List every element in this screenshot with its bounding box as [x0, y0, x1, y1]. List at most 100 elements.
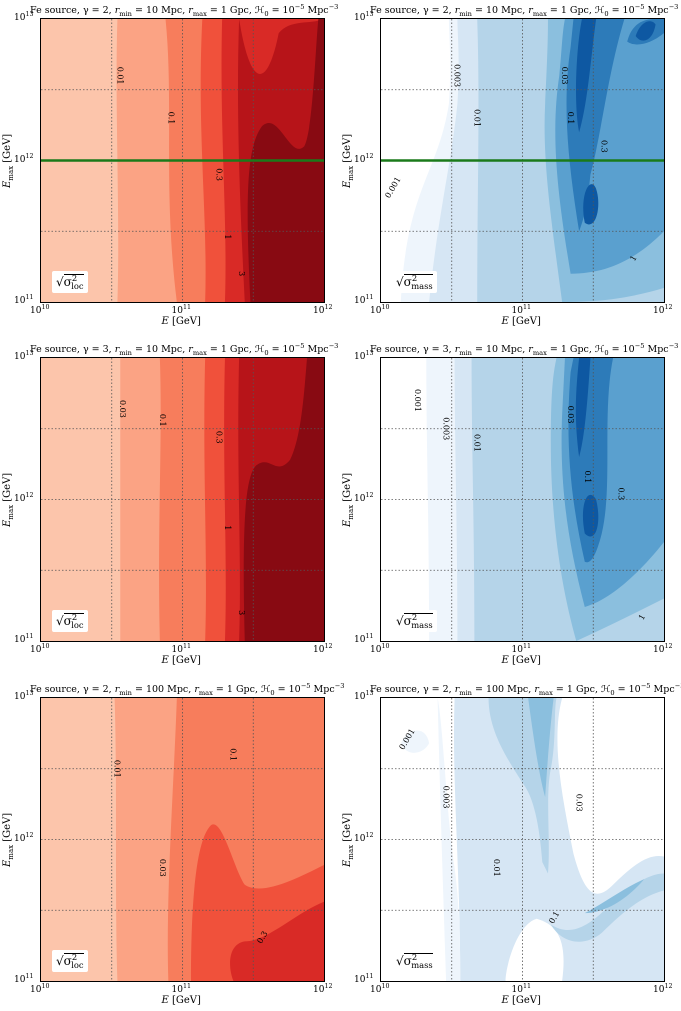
y-tick-label: 1013 — [354, 11, 373, 23]
tick-exp: 12 — [324, 983, 333, 990]
title-rmax-value: 1 Gpc — [220, 5, 249, 17]
contour-band-7 — [576, 19, 596, 132]
legend-radicand: σ2loc — [63, 612, 84, 631]
tick-exp: 11 — [522, 304, 531, 311]
legend-sub: loc — [71, 620, 84, 631]
legend-sigma: σ — [403, 954, 412, 968]
y-axis-symbol: E — [2, 519, 13, 527]
tick-exp: 13 — [365, 350, 374, 357]
tick-base: 10 — [511, 985, 523, 995]
title-rmax-value: 1 Gpc — [560, 344, 589, 356]
contour-label: 0.1 — [566, 112, 575, 125]
title-unit: Mpc — [644, 5, 669, 17]
contour-map: 0.01 0.1 0.3 1 3 — [41, 19, 324, 302]
y-axis-symbol: E — [342, 180, 353, 188]
title-rmin: rmin = — [114, 684, 146, 698]
tick-base: 10 — [511, 306, 523, 316]
title-rmin-value: 100 Mpc — [145, 684, 189, 696]
legend-box: √σ2mass — [392, 271, 437, 294]
title-sep: , — [182, 344, 189, 356]
contour-label: 0.01 — [472, 109, 481, 127]
x-tick-label: 1011 — [172, 304, 191, 316]
y-axis-label: Emax [GeV] — [342, 812, 355, 866]
title-sep: , — [188, 684, 195, 696]
x-tick-label: 1011 — [172, 643, 191, 655]
title-h: , ℋ — [248, 344, 265, 356]
tick-exp: 12 — [324, 643, 333, 650]
tick-exp: 11 — [365, 973, 374, 980]
tick-base: 10 — [313, 306, 325, 316]
title-unit: Mpc — [310, 684, 335, 696]
x-axis-symbol: E — [501, 316, 509, 327]
y-axis-unit: [GeV] — [2, 472, 13, 505]
x-axis-unit: [GeV] — [168, 995, 201, 1006]
tick-base: 10 — [653, 645, 665, 655]
tick-base: 10 — [14, 352, 26, 362]
x-axis-unit: [GeV] — [508, 995, 541, 1006]
contour-label: 0.3 — [600, 140, 609, 153]
y-tick-label: 1011 — [354, 973, 373, 985]
y-tick-label: 1013 — [354, 690, 373, 702]
title-rmax: rmax = — [188, 344, 221, 358]
chart-title: Fe source, γ = 2, rmin = 100 Mpc, rmax =… — [30, 682, 344, 698]
tick-exp: 12 — [365, 152, 374, 160]
title-rmax-value: 1 Gpc — [226, 684, 255, 696]
y-axis-sub: max — [347, 844, 355, 860]
title-rmin: rmin = — [114, 344, 146, 358]
x-tick-label: 1011 — [512, 304, 531, 316]
y-tick-label: 1013 — [14, 690, 33, 702]
title-rmin-value: 100 Mpc — [485, 684, 529, 696]
plot-area: 0.01 0.1 0.3 1 3 — [40, 18, 325, 303]
x-axis-label: E [GeV] — [162, 316, 201, 327]
y-tick-label: 1012 — [14, 832, 33, 844]
x-axis-symbol: E — [161, 655, 169, 666]
tick-exp: 11 — [365, 633, 374, 640]
x-axis-unit: [GeV] — [508, 655, 541, 666]
x-axis-symbol: E — [501, 995, 509, 1006]
tick-base: 10 — [171, 985, 183, 995]
contour-label: 0.001 — [413, 389, 422, 412]
contour-label: 0.3 — [214, 431, 223, 444]
legend-radicand: σ2mass — [403, 273, 433, 291]
tick-base: 10 — [14, 635, 26, 645]
tick-exp: 10 — [381, 983, 390, 990]
y-axis-unit: [GeV] — [2, 812, 13, 845]
title-rmax: rmax = — [194, 684, 227, 698]
contour-label: 0.03 — [560, 67, 569, 85]
title-gamma: γ = 3, — [422, 344, 455, 356]
legend-sigma: σ — [403, 614, 412, 628]
sqrt-symbol: √ — [56, 954, 64, 968]
title-h-sub: 0 — [264, 349, 269, 358]
tick-base: 10 — [354, 692, 366, 702]
title-prefix: Fe source, — [30, 5, 83, 17]
tick-exp: 11 — [182, 643, 191, 650]
legend-sigma: σ — [63, 275, 72, 289]
legend-box: √σ2mass — [392, 610, 437, 633]
tick-base: 10 — [511, 645, 523, 655]
tick-base: 10 — [14, 833, 26, 844]
title-h: , ℋ — [254, 684, 271, 696]
title-rmax: rmax = — [188, 5, 221, 19]
contour-map: 0.010.030.10.3 — [41, 698, 324, 981]
title-h-sub: 0 — [604, 349, 609, 358]
title-unit: Mpc — [304, 5, 329, 17]
sqrt-symbol: √ — [396, 954, 404, 968]
y-tick-label: 1011 — [354, 294, 373, 306]
x-tick-label: 1010 — [30, 304, 49, 316]
tick-exp: 10 — [41, 983, 50, 990]
x-tick-label: 1010 — [30, 643, 49, 655]
chart-title: Fe source, γ = 2, rmin = 10 Mpc, rmax = … — [370, 3, 678, 18]
title-sep: , — [522, 344, 529, 356]
y-tick-label: 1011 — [14, 294, 33, 306]
tick-exp: 13 — [365, 11, 374, 18]
title-gamma: γ = 2, — [82, 5, 115, 17]
tick-base: 10 — [370, 306, 382, 316]
tick-exp: 12 — [25, 152, 34, 160]
x-axis-unit: [GeV] — [168, 655, 201, 666]
legend-sub: mass — [411, 960, 433, 971]
tick-base: 10 — [171, 306, 183, 316]
title-rmin-value: 10 Mpc — [145, 344, 183, 356]
chart-title: Fe source, γ = 2, rmin = 100 Mpc, rmax =… — [370, 682, 681, 697]
contour-label: 1 — [637, 613, 647, 622]
tick-exp: 12 — [664, 304, 673, 311]
